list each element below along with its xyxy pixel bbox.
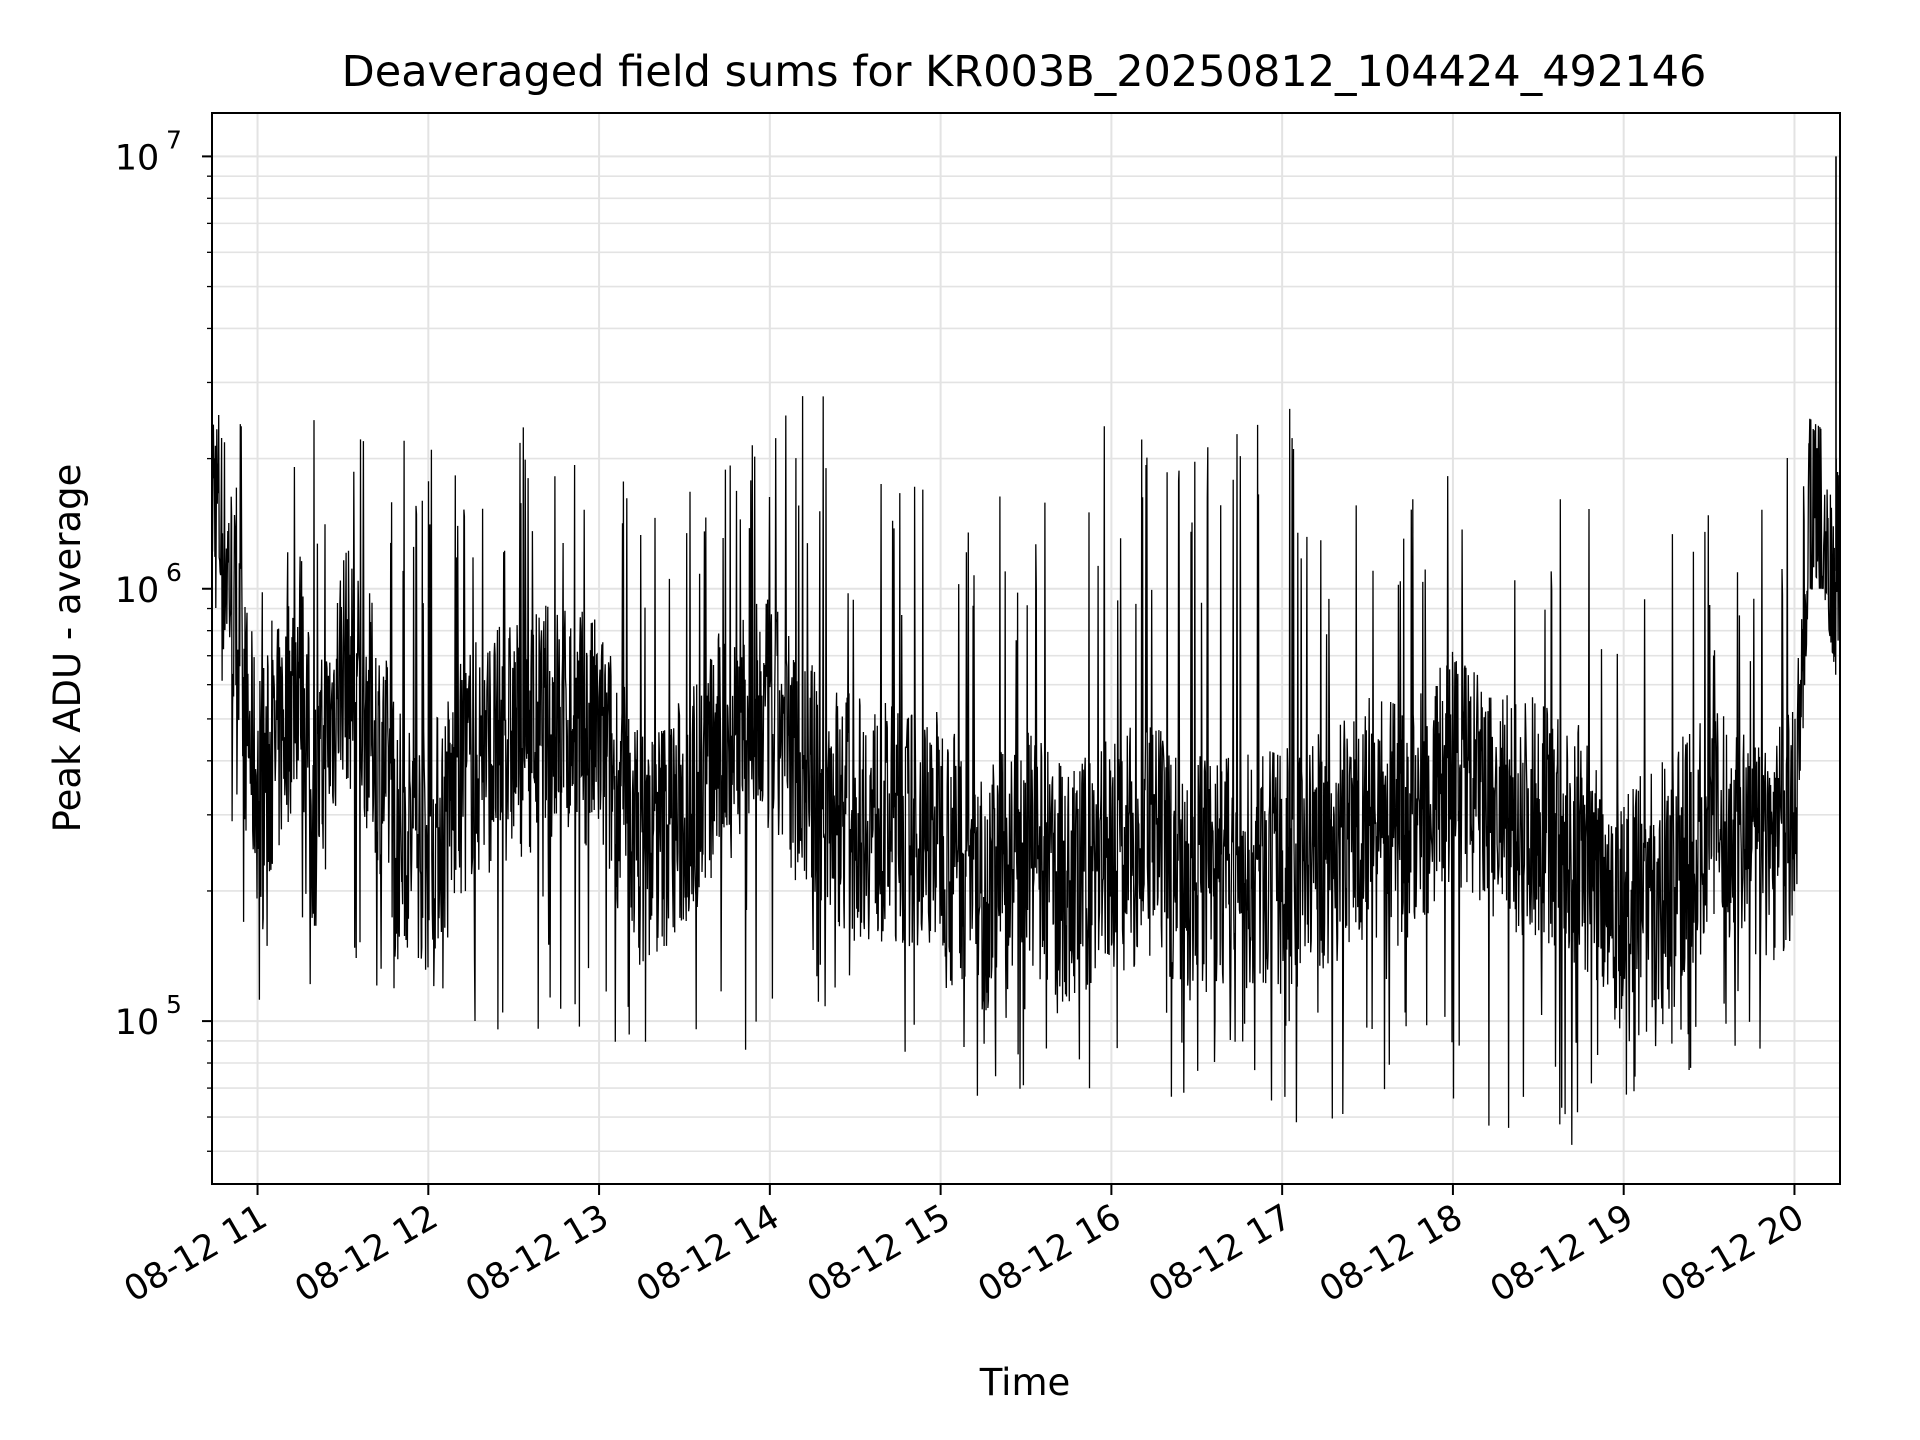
series-line [211, 396, 1841, 1145]
y-axis-label: Peak ADU - average [46, 464, 89, 833]
y-tick-label: 10 [115, 571, 160, 611]
series-layer [211, 156, 1841, 1145]
chart-title: Deaveraged field sums for KR003B_2025081… [342, 47, 1707, 97]
plot-frame [211, 112, 1841, 1185]
y-tick-label: 10 [115, 1003, 160, 1043]
y-tick-label: 10 [115, 138, 160, 178]
y-tick-label-exponent: 7 [166, 125, 182, 154]
x-axis-label: Time [979, 1361, 1071, 1404]
y-tick-label-exponent: 6 [166, 558, 182, 587]
y-tick-label-exponent: 5 [166, 990, 182, 1019]
